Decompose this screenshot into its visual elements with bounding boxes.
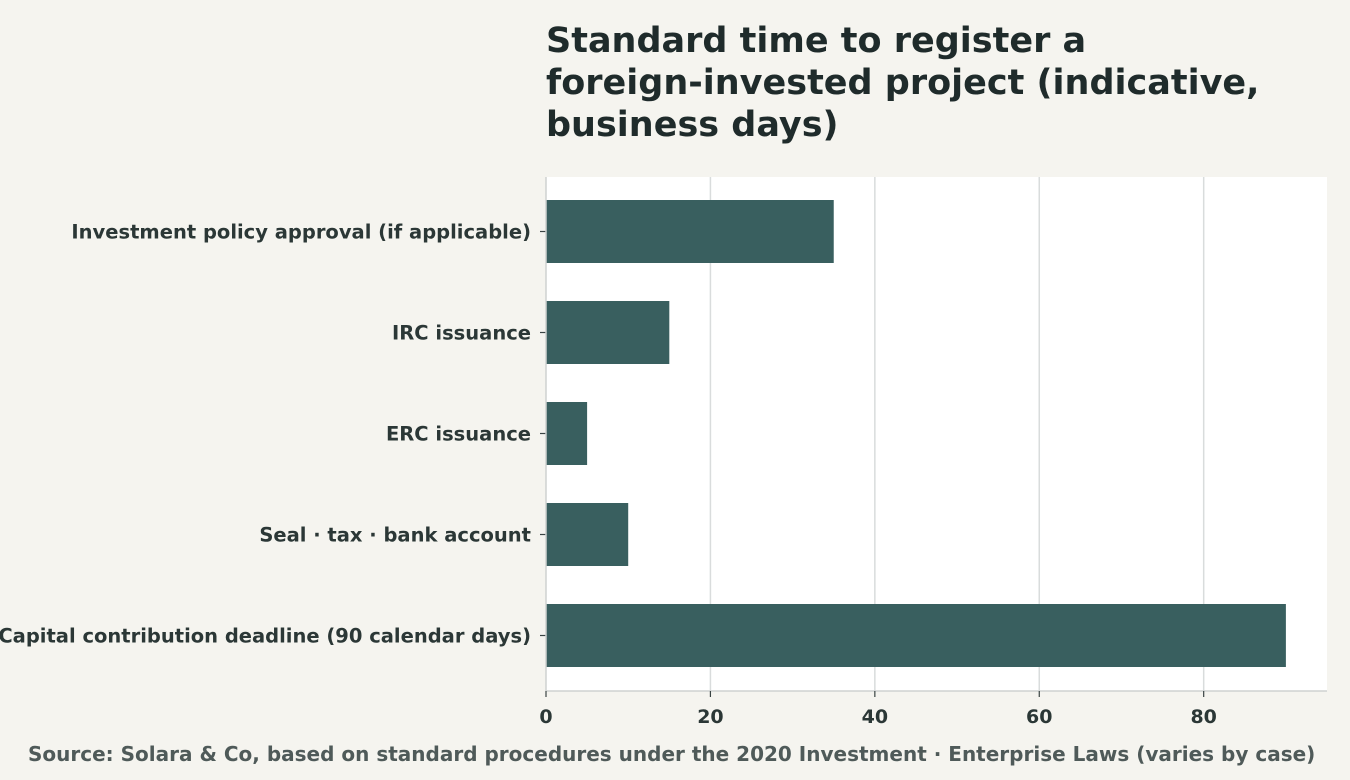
bar-2 — [546, 402, 588, 465]
chart-title-line-3: business days) — [546, 105, 839, 145]
chart-title-line-1: Standard time to register a — [546, 21, 1087, 61]
x-tick-label-2: 40 — [862, 706, 888, 728]
category-label-2: ERC issuance — [386, 423, 531, 446]
bar-3 — [546, 503, 629, 566]
bar-4 — [546, 604, 1286, 667]
x-tick-labels: 0 20 40 60 80 — [539, 691, 1217, 728]
bar-0 — [546, 200, 834, 263]
category-label-3: Seal · tax · bank account — [259, 524, 531, 547]
bar-1 — [546, 301, 670, 364]
chart-title: Standard time to register a foreign-inve… — [546, 20, 1266, 146]
x-tick-label-1: 20 — [697, 706, 723, 728]
category-labels: Investment policy approval (if applicabl… — [0, 221, 531, 648]
axes — [540, 177, 1327, 692]
x-tick-label-3: 60 — [1026, 706, 1052, 728]
category-label-4: Capital contribution deadline (90 calend… — [0, 625, 531, 648]
source-note: Source: Solara & Co, based on standard p… — [28, 742, 1316, 766]
chart-title-line-2: foreign-invested project (indicative, — [546, 63, 1260, 103]
category-label-1: IRC issuance — [392, 322, 531, 345]
bars — [546, 200, 1286, 667]
x-tick-label-4: 80 — [1190, 706, 1216, 728]
category-label-0: Investment policy approval (if applicabl… — [71, 221, 531, 244]
x-tick-label-0: 0 — [539, 706, 552, 728]
